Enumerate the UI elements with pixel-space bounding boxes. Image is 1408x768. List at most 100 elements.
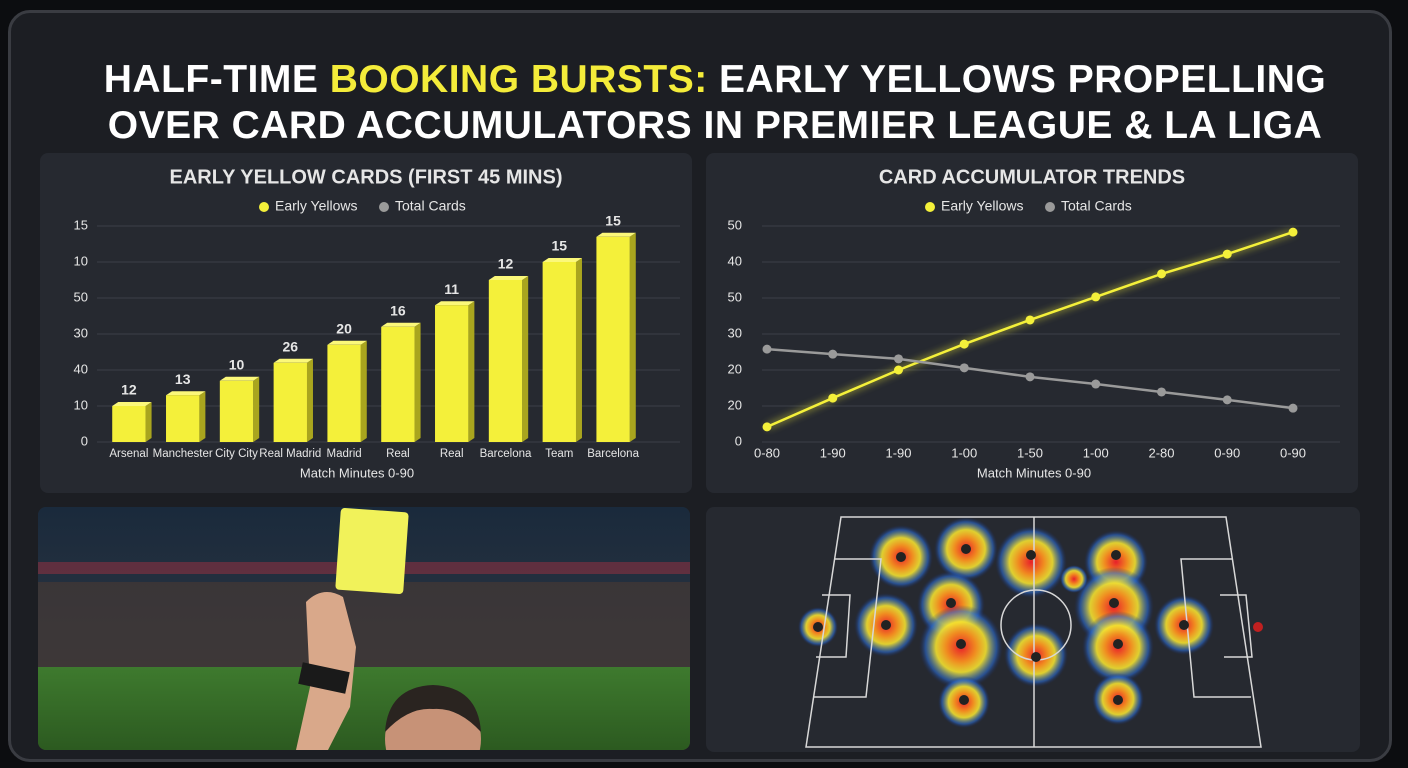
x-tick-label: 1-50 bbox=[1017, 445, 1043, 460]
bar-label: 11 bbox=[444, 281, 459, 297]
dashboard-title: HALF-TIME BOOKING BURSTS: EARLY YELLOWS … bbox=[71, 57, 1359, 149]
y-tick-label: 30 bbox=[728, 325, 742, 340]
heatmap-panel bbox=[706, 507, 1360, 752]
bar-top bbox=[219, 376, 260, 381]
chart-title: CARD ACCUMULATOR TRENDS bbox=[879, 166, 1185, 188]
x-tick-label: Arsenal bbox=[109, 448, 148, 460]
bar-top bbox=[542, 258, 582, 262]
legend-swatch bbox=[1045, 202, 1055, 212]
bar-side bbox=[575, 258, 582, 442]
data-point bbox=[1157, 387, 1166, 397]
y-tick-label: 0 bbox=[81, 433, 88, 448]
x-tick-label: Barcelona bbox=[480, 448, 532, 460]
bar-label: 10 bbox=[229, 357, 245, 373]
data-point bbox=[1222, 249, 1232, 259]
legend-swatch bbox=[259, 202, 269, 212]
bar-top bbox=[596, 232, 636, 237]
pitch-heatmap bbox=[798, 516, 1263, 748]
hair bbox=[385, 685, 481, 732]
bar bbox=[435, 305, 469, 442]
legend-swatch bbox=[925, 202, 935, 212]
y-tick-label: 40 bbox=[74, 361, 88, 376]
bar-label: 12 bbox=[498, 256, 514, 272]
bar-label: 20 bbox=[336, 321, 352, 337]
chart-title: EARLY YELLOW CARDS (FIRST 45 MINS) bbox=[169, 166, 562, 188]
data-point bbox=[762, 422, 772, 432]
bar-side bbox=[360, 340, 367, 442]
bar-label: 15 bbox=[552, 238, 568, 254]
data-point bbox=[894, 354, 903, 364]
bar bbox=[596, 236, 630, 442]
bar bbox=[273, 362, 307, 442]
legend-swatch bbox=[379, 202, 389, 212]
data-point bbox=[1288, 403, 1298, 413]
bar-side bbox=[199, 391, 206, 442]
x-tick-label: 1-90 bbox=[885, 445, 911, 460]
bar bbox=[488, 280, 523, 442]
bar-top bbox=[327, 340, 367, 345]
bar-top bbox=[435, 301, 475, 306]
bar-panel: EARLY YELLOW CARDS (FIRST 45 MINS) Early … bbox=[40, 153, 692, 493]
x-tick-label: 0-90 bbox=[1214, 445, 1240, 460]
bar-side bbox=[306, 358, 313, 442]
y-tick-label: 20 bbox=[728, 397, 742, 412]
data-point bbox=[828, 393, 838, 403]
data-point bbox=[959, 339, 969, 349]
data-point bbox=[828, 349, 838, 359]
bar-side bbox=[522, 276, 529, 442]
bar bbox=[166, 395, 200, 442]
bar-top bbox=[112, 402, 152, 406]
bar-label: 13 bbox=[175, 371, 191, 387]
y-tick-label: 15 bbox=[74, 217, 88, 232]
x-tick-label: 0-90 bbox=[1280, 445, 1306, 460]
bar-top bbox=[381, 322, 421, 327]
x-tick-label: 1-90 bbox=[820, 445, 846, 460]
x-tick-label: Manchester bbox=[153, 448, 213, 460]
wristband bbox=[298, 662, 350, 694]
bar bbox=[327, 344, 361, 442]
y-tick-label: 10 bbox=[74, 253, 88, 268]
y-tick-label: 0 bbox=[735, 433, 742, 448]
player-markers bbox=[813, 544, 1263, 705]
y-tick-label: 10 bbox=[74, 397, 88, 412]
data-point bbox=[1025, 315, 1035, 325]
legend-label: Total Cards bbox=[1061, 198, 1132, 214]
x-axis-label: Match Minutes 0-90 bbox=[977, 465, 1091, 480]
data-point bbox=[762, 344, 772, 354]
x-tick-label: Barcelona bbox=[587, 448, 639, 460]
x-tick-label: City City bbox=[215, 448, 258, 460]
y-tick-label: 40 bbox=[728, 253, 742, 268]
data-point bbox=[1157, 269, 1166, 279]
x-tick-label: Real Madrid bbox=[259, 448, 321, 460]
bar-label: 15 bbox=[605, 213, 621, 229]
legend-label: Early Yellows bbox=[275, 198, 358, 214]
data-point bbox=[1091, 292, 1101, 302]
x-tick-label: 0-80 bbox=[754, 445, 780, 460]
bar bbox=[542, 262, 576, 442]
bar-chart: EARLY YELLOW CARDS (FIRST 45 MINS) Early … bbox=[74, 166, 680, 480]
y-tick-label: 50 bbox=[74, 289, 88, 304]
x-tick-label: Real bbox=[386, 448, 410, 460]
pitch bbox=[38, 667, 690, 750]
bar bbox=[381, 326, 415, 442]
x-tick-label: Madrid bbox=[327, 448, 362, 460]
bar-side bbox=[253, 376, 260, 442]
crowd bbox=[38, 582, 690, 672]
bar-side bbox=[414, 322, 421, 442]
referee-photo bbox=[38, 507, 690, 750]
x-tick-label: 1-00 bbox=[1083, 445, 1109, 460]
photo-panel bbox=[38, 507, 690, 750]
title-highlight: BOOKING BURSTS: bbox=[329, 58, 708, 101]
x-axis-label: Match Minutes 0-90 bbox=[300, 465, 414, 480]
title-part: EARLY YELLOWS PROPELLING OVER CARD ACCUM… bbox=[107, 58, 1327, 147]
yellow-card bbox=[335, 507, 409, 595]
data-point bbox=[1222, 395, 1232, 405]
bar-top bbox=[166, 391, 206, 396]
bar-label: 12 bbox=[121, 382, 137, 398]
x-tick-label: Team bbox=[545, 448, 573, 460]
legend-label: Total Cards bbox=[395, 198, 466, 214]
x-tick-label: 2-80 bbox=[1148, 445, 1174, 460]
line-panel: CARD ACCUMULATOR TRENDS Early Yellows Tota… bbox=[706, 153, 1358, 493]
bar-label: 26 bbox=[283, 339, 299, 355]
bar-top bbox=[488, 276, 529, 280]
